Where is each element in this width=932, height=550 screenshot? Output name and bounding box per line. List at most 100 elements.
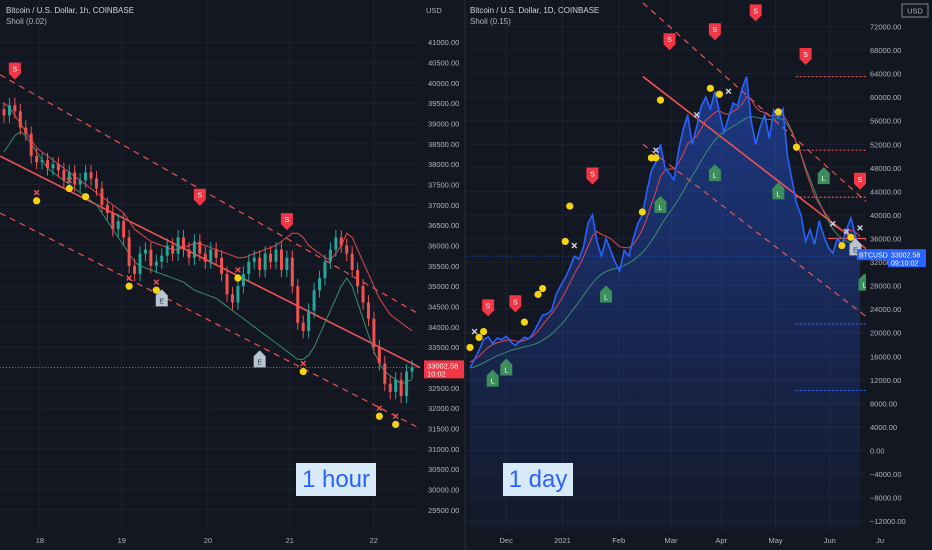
y-tick-label: 36000.00 <box>428 242 459 251</box>
signal-cross <box>843 228 850 235</box>
y-tick-label: 48000.00 <box>870 164 901 173</box>
x-tick-label: Mar <box>665 536 678 545</box>
candle-body <box>220 257 224 274</box>
x-tick-label: 2021 <box>554 536 571 545</box>
y-tick-label: 24000.00 <box>870 305 901 314</box>
candle-body <box>122 221 126 238</box>
right-markers: S S S S S S S S L L L L L L L L E <box>466 4 873 387</box>
candle-body <box>105 204 109 213</box>
y-tick-label: 4000.00 <box>870 423 897 432</box>
candle-body <box>301 322 305 331</box>
left-price-tag-value: 33002.58 <box>427 361 458 370</box>
y-tick-label: 37000.00 <box>428 201 459 210</box>
signal-cross <box>571 242 578 249</box>
candle-body <box>67 172 71 181</box>
signal-dot <box>480 327 488 336</box>
sell-marker-letter: S <box>285 217 290 224</box>
candle-body <box>372 318 376 348</box>
right-symbol-tag <box>857 249 888 261</box>
candle-body <box>154 261 158 266</box>
left-x-axis[interactable]: 18 19 20 21 22 <box>36 536 378 545</box>
right-price-tag-value: 33002.58 <box>891 253 920 260</box>
y-tick-label: 16000.00 <box>870 352 901 361</box>
candle-body <box>160 255 164 262</box>
left-series <box>0 97 420 404</box>
candle-body <box>252 257 256 262</box>
x-tick-label: Apr <box>715 536 727 545</box>
y-tick-label: 36500.00 <box>428 221 459 230</box>
signal-dot <box>638 208 646 216</box>
right-chart-title: Bitcoin / U.S. Dollar, 1D, COINBASE <box>470 6 599 15</box>
long-marker-letter: L <box>491 379 495 386</box>
left-y-axis-bg <box>424 0 464 550</box>
candle-body <box>171 245 175 254</box>
right-x-axis[interactable]: Dec 2021 Feb Mar Apr May Jun Ju <box>500 536 884 545</box>
signal-dot <box>520 318 529 326</box>
long-marker <box>486 369 499 387</box>
y-tick-label: 20000.00 <box>870 329 901 338</box>
y-tick-label: 12000.00 <box>870 376 901 385</box>
y-tick-label: 30000.00 <box>428 485 459 494</box>
signal-cross <box>300 360 307 367</box>
candle-body <box>176 237 180 254</box>
y-tick-label: −8000.00 <box>870 494 902 503</box>
candle-body <box>296 286 300 323</box>
signal-dot <box>234 274 242 282</box>
signal-cross <box>471 328 478 335</box>
red-moving-average <box>469 95 861 363</box>
left-y-axis[interactable]: 41000.00 40500.00 40000.00 39500.00 39000.00… <box>424 0 464 550</box>
left-markers: S S S E E <box>8 62 400 429</box>
signal-cross <box>376 405 383 412</box>
candle-body <box>111 212 115 230</box>
signal-dot <box>125 282 133 290</box>
sell-marker-letter: S <box>590 171 595 178</box>
signal-cross <box>66 177 73 184</box>
signal-cross <box>653 147 659 154</box>
candle-body <box>94 178 98 189</box>
candle-body <box>29 133 33 157</box>
long-marker-letter: L <box>659 205 663 212</box>
signal-dot <box>299 367 307 376</box>
signal-dot <box>375 412 383 420</box>
candle-body <box>350 253 354 270</box>
right-y-axis[interactable]: 72000.00 68000.00 64000.00 60000.00 56000.00… <box>857 0 930 550</box>
candle-body <box>24 127 28 134</box>
sell-marker <box>8 62 21 80</box>
y-tick-label: 32000.00 <box>870 258 901 267</box>
signal-dot <box>466 343 474 352</box>
x-tick-label: May <box>768 536 782 545</box>
signal-dot <box>65 184 73 193</box>
candle-body <box>318 278 322 291</box>
candle-body <box>339 237 343 246</box>
signal-cross <box>392 413 399 420</box>
candle-body <box>258 257 262 270</box>
long-marker <box>772 182 785 200</box>
long-marker-letter: L <box>504 367 508 374</box>
candle-body <box>192 241 196 258</box>
price-line <box>469 76 861 369</box>
left-indicator-label: Sholi (0.02) <box>6 17 47 26</box>
sell-marker-letter: S <box>753 8 758 15</box>
signal-dot <box>538 284 547 293</box>
y-tick-label: 35000.00 <box>428 282 459 291</box>
sell-marker-letter: S <box>13 67 18 74</box>
y-tick-label: 41000.00 <box>428 38 459 47</box>
candle-body <box>334 237 338 250</box>
signal-cross <box>693 111 700 118</box>
price-area <box>470 76 860 531</box>
signal-dot <box>847 233 855 241</box>
y-tick-label: 31000.00 <box>428 445 459 454</box>
signal-dot <box>475 333 483 342</box>
sell-marker-letter: S <box>858 177 863 184</box>
left-caption-box <box>296 463 376 496</box>
candle-body <box>345 245 349 254</box>
signal-cross <box>857 225 863 231</box>
long-marker <box>817 167 830 185</box>
sell-marker-letter: S <box>803 52 808 59</box>
sell-marker-letter: S <box>198 193 203 200</box>
candle-body <box>312 290 316 311</box>
candle-body <box>274 249 278 262</box>
candle-body <box>279 249 283 270</box>
y-tick-label: −4000.00 <box>870 470 902 479</box>
